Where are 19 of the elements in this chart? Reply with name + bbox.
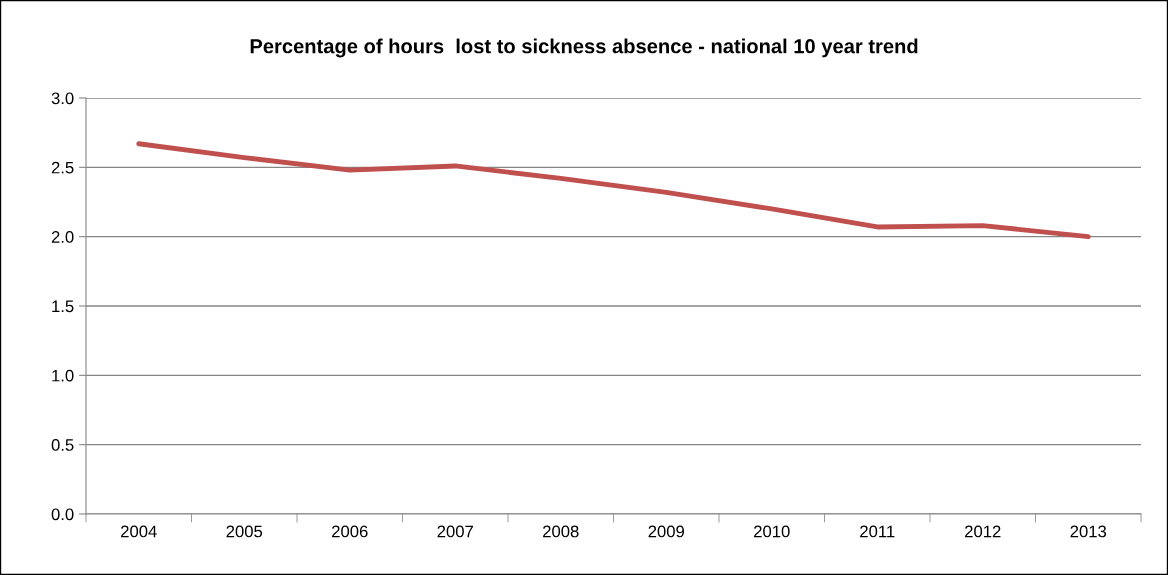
y-tick-label: 0.5 (51, 439, 74, 451)
x-tick-label: 2012 (965, 525, 1001, 538)
x-tick-label: 2007 (437, 525, 473, 538)
x-tick-label: 2008 (543, 525, 579, 538)
y-tick-label: 1.0 (52, 369, 74, 382)
x-tick-label: 2011 (860, 525, 895, 538)
line-series (136, 141, 1091, 240)
x-tick-label: 2009 (648, 525, 684, 538)
y-tick-label: 3.0 (51, 92, 74, 105)
x-tick-label: 2010 (754, 525, 790, 538)
y-tick-label: 2.0 (51, 231, 74, 243)
x-tick-label: 2005 (226, 525, 263, 538)
y-tick-label: 0.0 (51, 508, 74, 521)
x-tick-label: 2004 (121, 525, 157, 538)
y-tick-label: 1.5 (52, 300, 74, 313)
x-tick-label: 2013 (1070, 525, 1107, 538)
chart-title: Percentage of hours lost to sickness absence - national 10 year trend (250, 38, 918, 58)
x-tick-label: 2006 (332, 525, 368, 538)
y-tick-label: 2.5 (51, 161, 74, 174)
